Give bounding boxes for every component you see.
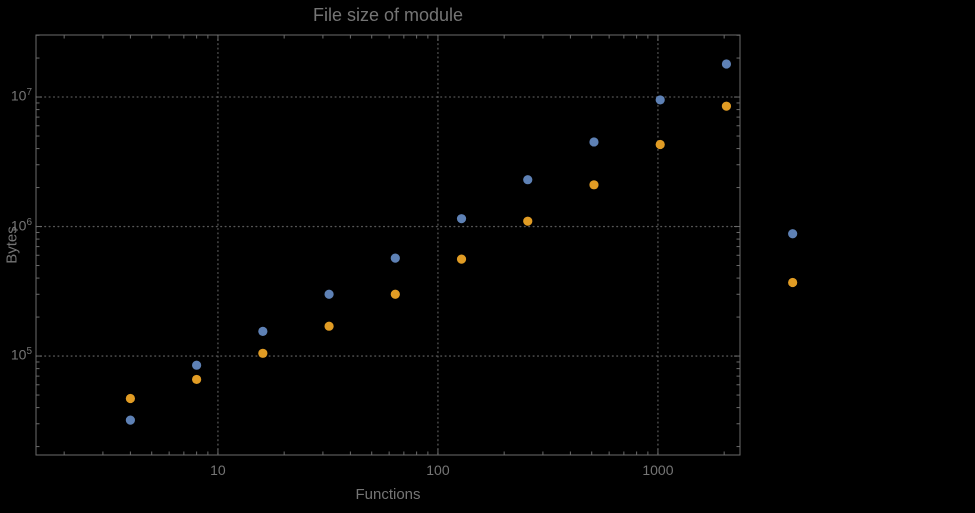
data-point-series-2 <box>456 254 467 264</box>
data-point-series-2 <box>125 393 135 404</box>
data-point-series-1 <box>589 137 599 147</box>
data-point-series-2 <box>324 321 334 331</box>
data-point-series-1 <box>456 214 467 224</box>
y-tick-label: 105 <box>10 346 32 363</box>
data-point-series-1 <box>192 360 202 370</box>
data-point-series-1 <box>655 95 665 105</box>
x-tick-label: 1000 <box>642 462 674 478</box>
x-axis-label: Functions <box>355 486 421 503</box>
data-point-series-2 <box>721 101 732 111</box>
data-point-series-2 <box>655 139 665 150</box>
data-point-series-2 <box>258 348 268 358</box>
plot-frame <box>35 34 741 456</box>
data-point-series-2 <box>192 374 202 385</box>
chart-title: File size of module <box>312 5 464 25</box>
data-point-series-1 <box>324 289 334 299</box>
y-tick-label: 107 <box>10 87 32 104</box>
data-point-series-2 <box>523 216 533 226</box>
data-point-series-1 <box>721 59 732 69</box>
x-tick-label: 10 <box>210 462 226 478</box>
data-point-series-1 <box>390 253 400 263</box>
data-point-series-2 <box>589 180 599 190</box>
data-point-series-1 <box>788 229 798 239</box>
data-point-series-1 <box>125 415 135 425</box>
x-tick-label: 100 <box>426 462 450 478</box>
y-tick-label: 106 <box>10 216 32 234</box>
data-point-series-2 <box>788 277 798 288</box>
data-point-series-1 <box>523 175 533 185</box>
data-point-series-2 <box>390 289 400 299</box>
data-point-series-1 <box>258 326 268 337</box>
